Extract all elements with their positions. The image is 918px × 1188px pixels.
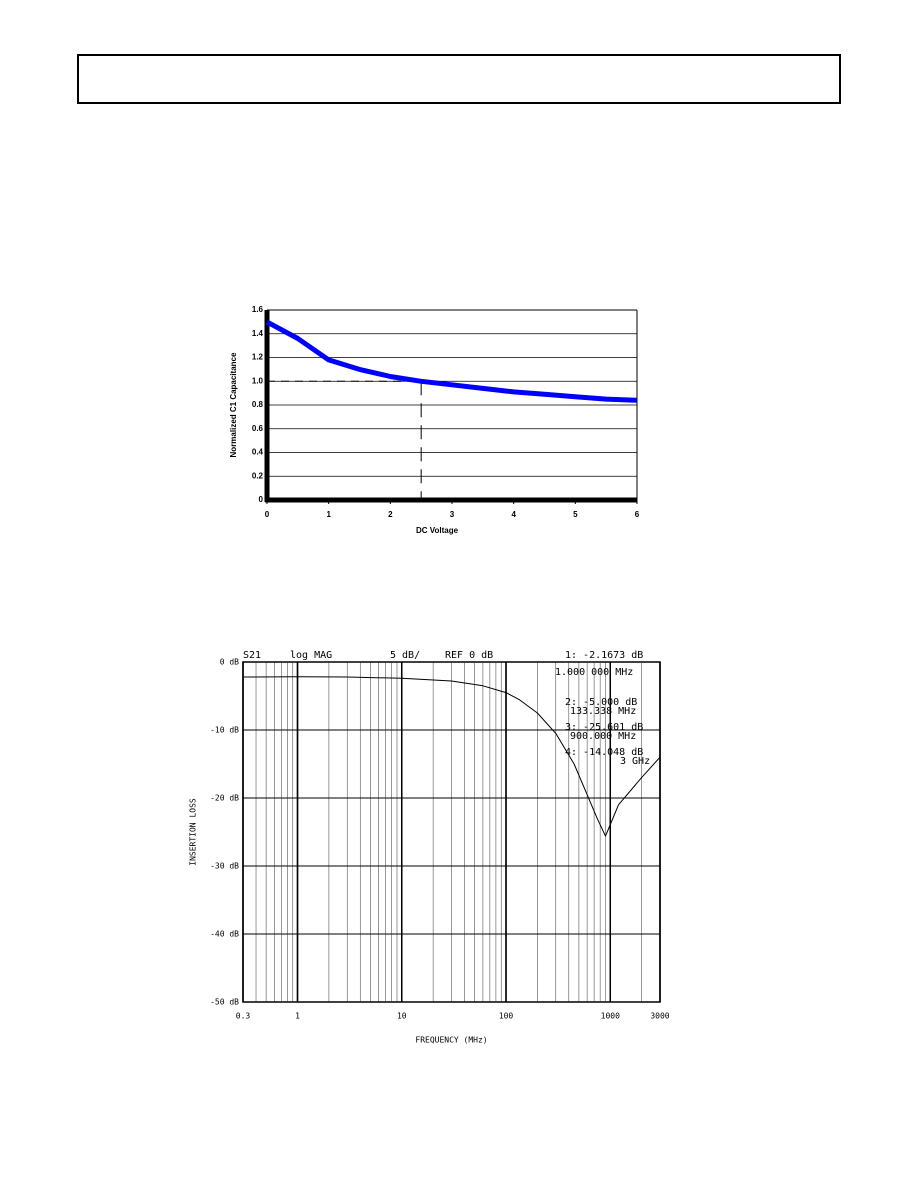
y-tick-label: 0.4 — [252, 448, 264, 457]
x-tick-label: 1000 — [601, 1012, 620, 1021]
annotation: 4: -14.048 dB — [565, 747, 643, 758]
annotation: 2: -5.000 dB — [565, 697, 637, 708]
annotation: 5 dB/ — [390, 650, 420, 661]
y-axis-label: Normalized C1 Capacitance — [229, 352, 238, 457]
annotation: 1.000 000 MHz — [555, 667, 633, 678]
y-tick-label: 0.6 — [252, 424, 264, 433]
y-tick-label: 0.8 — [252, 400, 264, 409]
x-tick-label: 6 — [635, 510, 640, 519]
y-tick-label: -40 dB — [210, 930, 239, 939]
y-tick-label: 0 dB — [220, 658, 239, 667]
annotation: 133.338 MHz — [570, 706, 636, 717]
x-tick-label: 1 — [295, 1012, 300, 1021]
annotation: log MAG — [290, 650, 332, 661]
x-tick-label: 3000 — [650, 1012, 669, 1021]
x-tick-label: 5 — [573, 510, 578, 519]
y-tick-label: 1.0 — [252, 376, 264, 385]
y-tick-label: 0 — [259, 495, 264, 504]
x-tick-label: 0 — [265, 510, 270, 519]
y-tick-label: 0.2 — [252, 471, 264, 480]
y-tick-label: 1.2 — [252, 353, 264, 362]
x-axis-label: DC Voltage — [416, 526, 459, 535]
x-tick-label: 1 — [326, 510, 331, 519]
x-tick-label: 0.3 — [236, 1012, 251, 1021]
annotation: REF 0 dB — [445, 650, 493, 661]
annotation: S21 — [243, 650, 261, 661]
y-tick-label: -20 dB — [210, 794, 239, 803]
y-tick-label: 1.6 — [252, 305, 264, 314]
x-axis-label: FREQUENCY (MHz) — [415, 1036, 487, 1045]
y-tick-label: 1.4 — [252, 329, 264, 338]
y-axis-label: INSERTION LOSS — [189, 798, 198, 866]
annotation: 1: -2.1673 dB — [565, 650, 643, 661]
y-tick-label: -30 dB — [210, 862, 239, 871]
x-tick-label: 2 — [388, 510, 393, 519]
data-line — [242, 676, 661, 837]
data-line — [265, 319, 638, 403]
y-tick-label: -50 dB — [210, 998, 239, 1007]
x-tick-label: 4 — [511, 510, 516, 519]
header-box — [77, 54, 841, 104]
annotation: 900.000 MHz — [570, 731, 636, 742]
y-tick-label: -10 dB — [210, 726, 239, 735]
x-tick-label: 100 — [499, 1012, 514, 1021]
annotation: 3: -25.601 dB — [565, 722, 643, 733]
x-tick-label: 10 — [397, 1012, 407, 1021]
annotation: 3 GHz — [620, 756, 650, 767]
x-tick-label: 3 — [450, 510, 455, 519]
